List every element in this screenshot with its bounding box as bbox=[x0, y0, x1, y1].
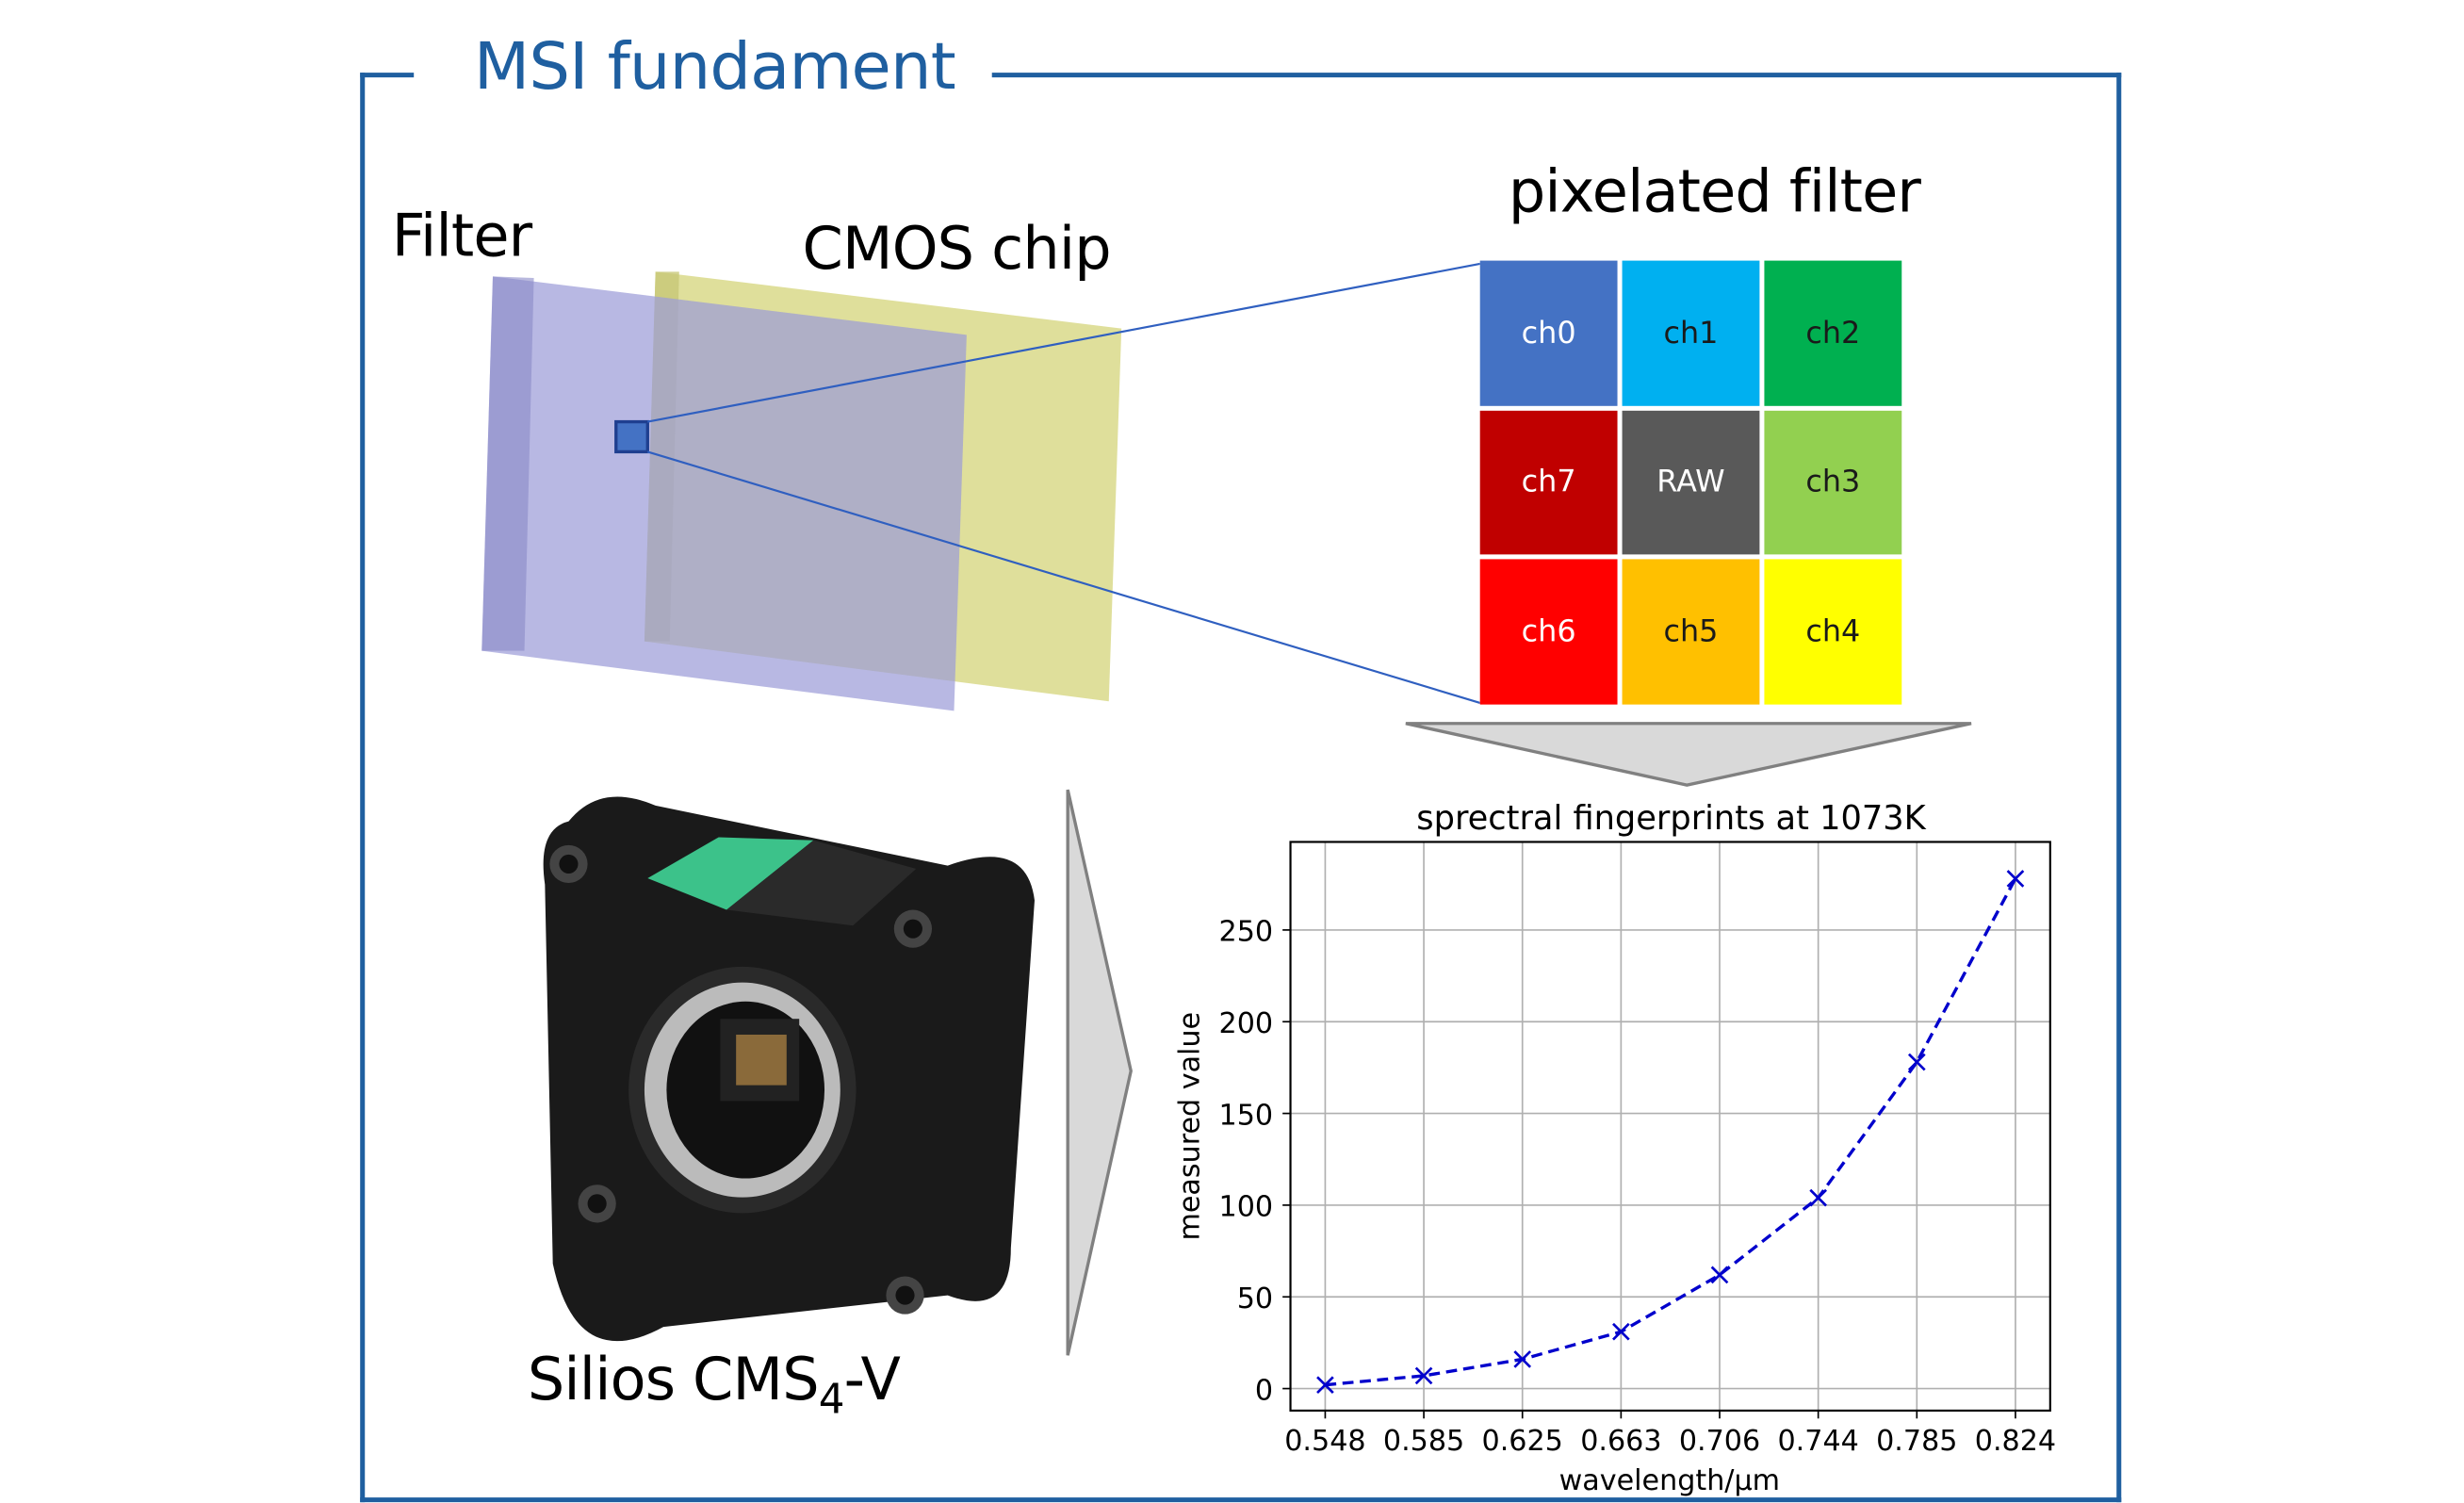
filter-cell-ch7: ch7 bbox=[1479, 410, 1618, 555]
filter-cell-raw: RAW bbox=[1622, 410, 1760, 555]
filter-cell-ch6: ch6 bbox=[1479, 559, 1618, 705]
y-axis-label: measured value bbox=[1173, 1012, 1206, 1241]
x-tick-label: 0.663 bbox=[1580, 1425, 1661, 1458]
data-point bbox=[1612, 1322, 1630, 1341]
x-tick-label: 0.548 bbox=[1284, 1425, 1365, 1458]
x-tick-label: 0.744 bbox=[1777, 1425, 1858, 1458]
pixelated-filter-grid: ch0 ch1 ch2 ch7 RAW ch3 ch6 ch5 ch4 bbox=[1479, 260, 1902, 705]
filter-cell-ch0: ch0 bbox=[1479, 260, 1618, 406]
y-tick-label: 0 bbox=[1255, 1374, 1273, 1407]
frame-top-right bbox=[991, 73, 2122, 78]
frame-top-left bbox=[360, 73, 415, 78]
data-point bbox=[2006, 870, 2025, 888]
filter-cell-ch1: ch1 bbox=[1622, 260, 1760, 406]
zoom-line-top bbox=[647, 262, 1480, 423]
chart-title: sprectral fingerprints at 1073K bbox=[1416, 799, 1926, 838]
y-tick-label: 200 bbox=[1219, 1007, 1274, 1040]
plot-area bbox=[1289, 841, 2051, 1413]
filter-label: Filter bbox=[391, 202, 532, 270]
camera-label: Silios CMS4-V bbox=[527, 1346, 901, 1425]
data-point bbox=[1316, 1376, 1334, 1395]
y-tick-label: 100 bbox=[1219, 1191, 1274, 1224]
right-arrow bbox=[1066, 789, 1133, 1356]
filter-plate bbox=[481, 276, 967, 711]
y-tick-label: 50 bbox=[1237, 1282, 1273, 1315]
data-point bbox=[1513, 1350, 1532, 1368]
cmos-label: CMOS chip bbox=[802, 214, 1112, 284]
series-line bbox=[1325, 877, 2017, 1387]
data-point bbox=[1414, 1366, 1433, 1385]
x-tick-label: 0.585 bbox=[1383, 1425, 1464, 1458]
filter-cell-ch5: ch5 bbox=[1622, 559, 1760, 705]
x-tick-label: 0.706 bbox=[1679, 1425, 1760, 1458]
chart: sprectral fingerprints at 1073K 0.548 0.5… bbox=[1173, 799, 2056, 1497]
down-arrow bbox=[1405, 722, 1972, 787]
filter-pixel-square bbox=[614, 419, 649, 454]
frame-left bbox=[360, 73, 366, 1503]
x-tick-label: 0.785 bbox=[1876, 1425, 1957, 1458]
filter-cell-ch2: ch2 bbox=[1764, 260, 1902, 406]
frame-bottom bbox=[360, 1497, 2122, 1503]
y-tick-label: 150 bbox=[1219, 1099, 1274, 1132]
data-point bbox=[1809, 1188, 1827, 1207]
x-tick-label: 0.824 bbox=[1975, 1425, 2056, 1458]
data-point bbox=[1907, 1053, 1926, 1071]
frame-right bbox=[2116, 73, 2122, 1503]
data-point bbox=[1710, 1266, 1729, 1284]
filter-cell-ch3: ch3 bbox=[1764, 410, 1902, 555]
page-title: MSI fundament bbox=[473, 28, 956, 105]
x-axis-label: wavelength/µm bbox=[1559, 1464, 1780, 1497]
camera-image bbox=[543, 796, 1035, 1342]
pixelated-filter-label: pixelated filter bbox=[1508, 157, 1921, 226]
filter-cell-ch4: ch4 bbox=[1764, 559, 1902, 705]
x-tick-label: 0.625 bbox=[1482, 1425, 1563, 1458]
zoom-line-bottom bbox=[646, 450, 1481, 704]
y-tick-label: 250 bbox=[1219, 916, 1274, 949]
